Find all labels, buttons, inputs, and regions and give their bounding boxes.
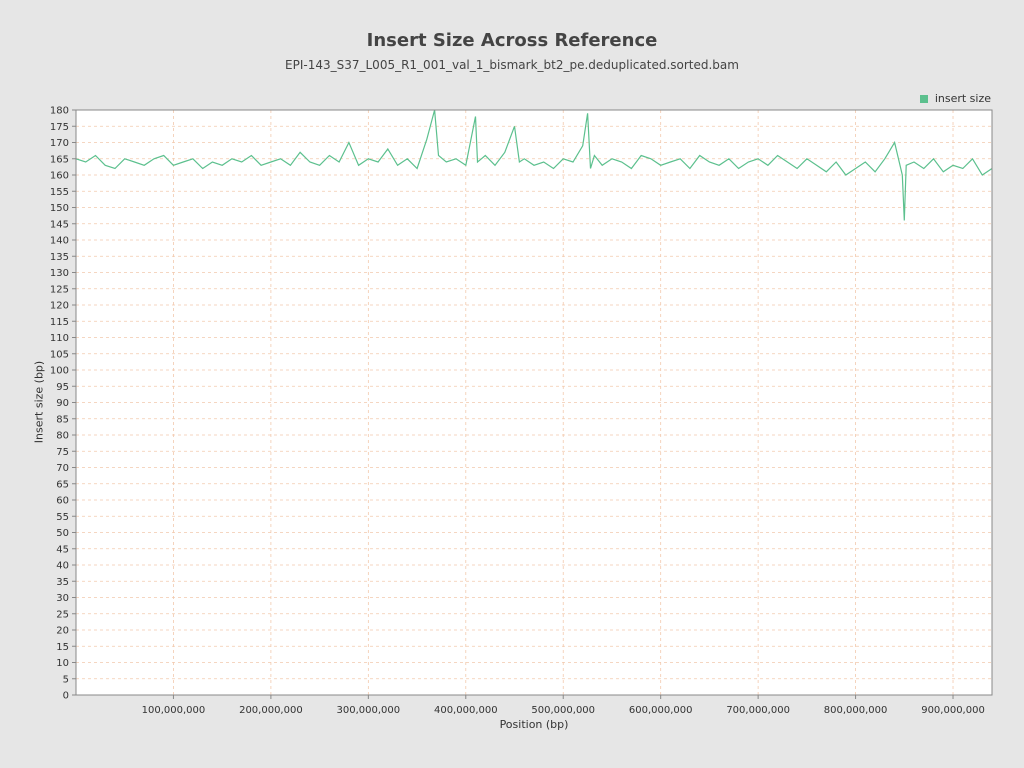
- y-tick-label: 60: [56, 496, 69, 507]
- y-tick-label: 5: [63, 674, 69, 685]
- y-tick-label: 175: [50, 122, 69, 133]
- y-tick-label: 70: [56, 463, 69, 474]
- y-tick-label: 160: [50, 171, 69, 182]
- y-tick-label: 65: [56, 479, 69, 490]
- y-tick-label: 30: [56, 593, 69, 604]
- y-axis-label: Insert size (bp): [32, 360, 46, 444]
- y-tick-label: 170: [50, 138, 69, 149]
- chart-subtitle: EPI-143_S37_L005_R1_001_val_1_bismark_bt…: [285, 58, 739, 72]
- y-tick-label: 55: [56, 512, 69, 523]
- y-tick-label: 165: [50, 154, 69, 165]
- chart-title: Insert Size Across Reference: [366, 30, 658, 51]
- plot-border: [75, 109, 993, 696]
- y-tick-label: 75: [56, 447, 69, 458]
- series-line-insert-size: [75, 109, 993, 221]
- y-tick-label: 145: [50, 219, 69, 230]
- x-tick-label: 600,000,000: [629, 705, 693, 716]
- y-tick-label: 95: [56, 382, 69, 393]
- x-tick-label: 900,000,000: [921, 705, 985, 716]
- y-tick-label: 10: [56, 658, 69, 669]
- y-tick-label: 130: [50, 268, 69, 279]
- x-tick-label: 500,000,000: [531, 705, 595, 716]
- y-tick-label: 140: [50, 236, 69, 247]
- x-tick-label: 100,000,000: [142, 705, 206, 716]
- x-tick-label: 800,000,000: [824, 705, 888, 716]
- y-tick-label: 150: [50, 203, 69, 214]
- y-tick-label: 135: [50, 252, 69, 263]
- y-tick-label: 85: [56, 414, 69, 425]
- chart-legend: insert size: [919, 92, 991, 105]
- y-tick-label: 45: [56, 544, 69, 555]
- y-tick-label: 100: [50, 366, 69, 377]
- y-tick-label: 180: [50, 106, 69, 117]
- y-tick-label: 115: [50, 317, 69, 328]
- y-tick-label: 35: [56, 577, 69, 588]
- x-tick-label: 300,000,000: [337, 705, 401, 716]
- y-tick-label: 110: [50, 333, 69, 344]
- y-axis: 0 5 10 15 20 25 30 35 40 45 50 55 60 65 70 75 80 85 90 95 10…: [50, 106, 76, 702]
- y-tick-label: 155: [50, 187, 69, 198]
- y-tick-label: 50: [56, 528, 69, 539]
- x-tick-label: 700,000,000: [726, 705, 790, 716]
- y-tick-label: 120: [50, 301, 69, 312]
- legend-label: insert size: [934, 92, 991, 105]
- x-tick-label: 400,000,000: [434, 705, 498, 716]
- x-axis-label: Position (bp): [499, 718, 569, 731]
- y-tick-label: 80: [56, 431, 69, 442]
- y-tick-label: 90: [56, 398, 69, 409]
- y-tick-label: 25: [56, 609, 69, 620]
- y-tick-label: 15: [56, 642, 69, 653]
- y-tick-label: 125: [50, 284, 69, 295]
- x-tick-label: 200,000,000: [239, 705, 303, 716]
- grid-lines: [76, 109, 992, 696]
- y-tick-label: 40: [56, 561, 69, 572]
- x-axis: 100,000,000 200,000,000 300,000,000 400,000…: [142, 695, 985, 716]
- y-tick-label: 0: [63, 691, 69, 702]
- legend-swatch: [919, 94, 928, 103]
- y-tick-label: 20: [56, 626, 69, 637]
- y-tick-label: 105: [50, 349, 69, 360]
